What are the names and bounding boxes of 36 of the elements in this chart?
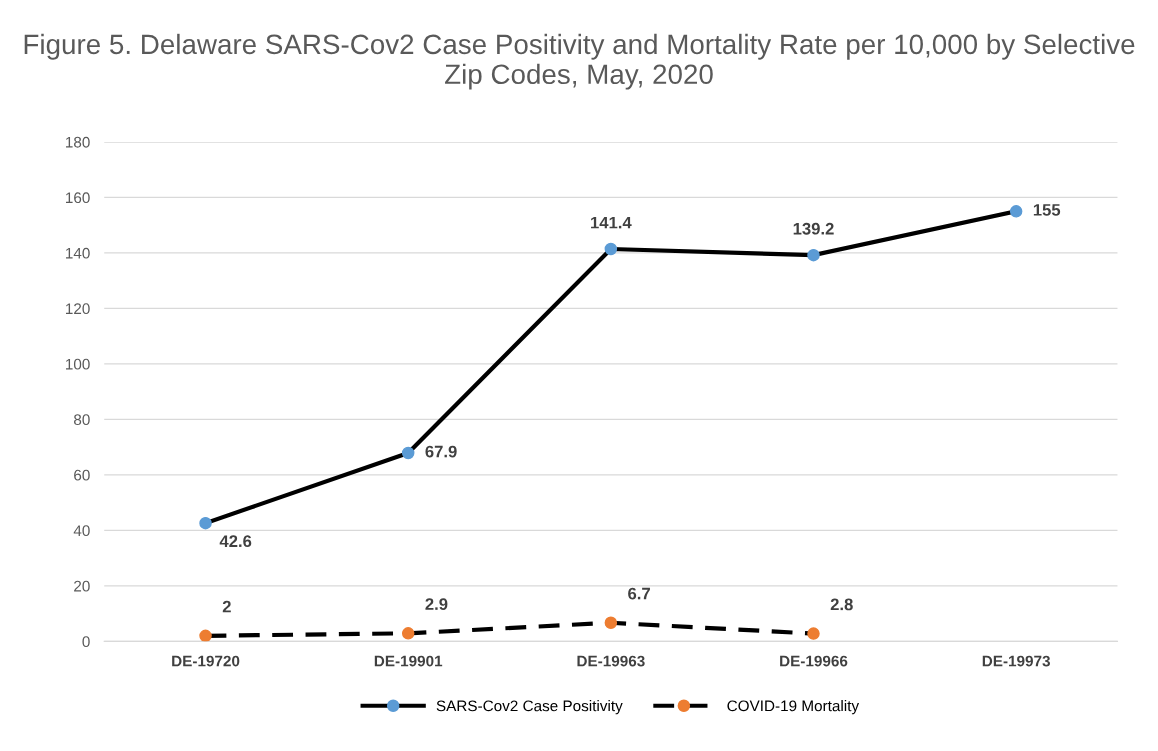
data-label: 2.8 [830,598,853,611]
x-tick-label: DE-19973 [982,655,1050,667]
data-label: 67.9 [425,445,457,458]
y-tick-label: 0 [82,636,90,648]
x-tick-label: DE-19720 [172,655,240,667]
y-tick-label: 160 [66,192,90,204]
point [807,248,820,262]
data-label: 2.9 [425,598,448,610]
legend-label: COVID-19 Mortality [727,700,860,715]
point [199,629,212,642]
data-label: 155 [1033,204,1061,216]
y-tick-label: 100 [66,358,90,370]
y-tick-label: 40 [73,525,90,537]
point [807,627,820,640]
point [604,616,618,630]
point [199,516,212,530]
point [604,242,618,256]
chart-title: Figure 5. Delaware SARS-Cov2 Case Positivity and Mortality Rate per 10,000 by Selective Zip Codes, May, 2020 [24,33,1135,90]
data-label: 6.7 [628,587,650,600]
x-tick-label: DE-19901 [374,655,443,667]
y-tick-label: 80 [74,414,90,426]
legend-label: SARS-Cov2 Case Positivity [436,700,623,715]
y-tick-label: 140 [66,247,90,259]
data-label: 139.2 [793,222,834,235]
x-tick-label: DE-19966 [780,655,848,667]
y-tick-label: 60 [74,469,90,481]
data-label: 141.4 [591,216,632,229]
point [401,446,415,460]
point [401,627,415,640]
point [1009,205,1023,218]
y-tick-label: 180 [66,136,90,148]
y-tick-label: 20 [74,580,90,592]
data-label: 2 [222,600,231,613]
data-label: 42.6 [219,535,252,548]
y-tick-label: 120 [66,303,90,315]
x-tick-label: DE-19963 [577,655,645,667]
